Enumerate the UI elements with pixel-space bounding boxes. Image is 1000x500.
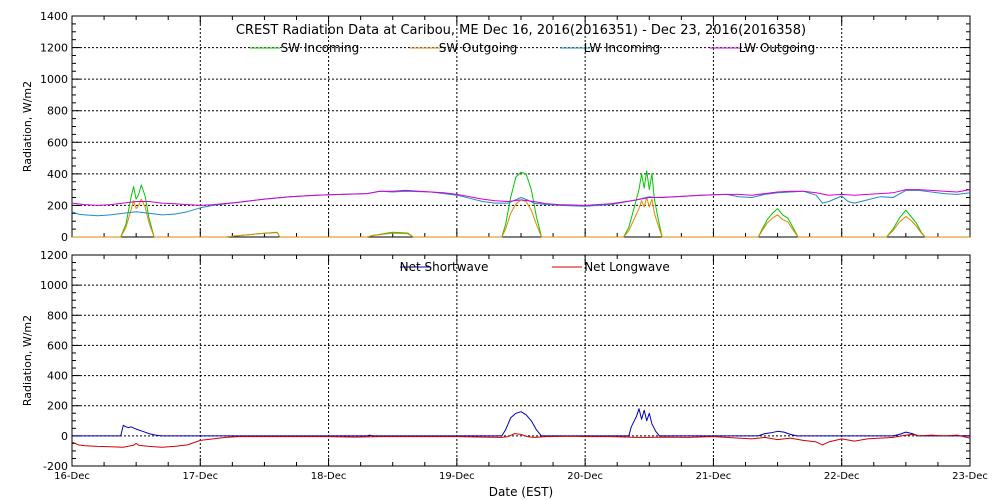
y-tick-label: 0 [61,430,68,443]
x-tick-label: 19-Dec [439,471,475,482]
series-line-sw-incoming [72,170,970,238]
y-tick-label: 0 [61,231,68,244]
y-tick-label: 200 [47,199,68,212]
series-line-lw-incoming [71,189,971,217]
x-tick-label: 20-Dec [567,471,603,482]
y-tick-label: 600 [47,136,68,149]
series-line-net-shortwave [72,408,970,437]
x-tick-label: 17-Dec [182,471,218,482]
y-tick-label: 200 [47,400,68,413]
y-tick-label: -200 [43,460,68,473]
y-tick-label: 1000 [40,279,68,292]
legend-label: LW Outgoing [739,41,816,55]
x-tick-label: 21-Dec [696,471,732,482]
legend-label: Net Longwave [584,260,670,274]
x-tick-label: 18-Dec [311,471,347,482]
plot-frame [71,15,971,238]
x-axis-label: Date (EST) [489,485,553,499]
y-tick-label: 1200 [40,249,68,262]
y-tick-label: 800 [47,309,68,322]
y-tick-label: 400 [47,168,68,181]
y-tick-label: 1400 [40,10,68,23]
y-axis-label: Radiation, W/m2 [21,315,34,406]
chart-title: CREST Radiation Data at Caribou, ME Dec … [236,23,806,38]
legend-label: SW Incoming [281,41,360,55]
bottom-panel-net-radiation: -200 0 200 400 600 800 1000 1200 Radiation, W/m2… [21,249,988,499]
y-tick-label: 800 [47,105,68,118]
x-tick-label: 16-Dec [54,471,90,482]
y-tick-label: 1200 [40,42,68,55]
series-line-sw-outgoing [72,197,970,238]
legend-label: SW Outgoing [439,41,518,55]
top-panel-radiation-components: 0 200 400 600 800 1000 1200 1400 Radiation, W/m2… [21,10,971,244]
legend-label: LW Incoming [584,41,661,55]
series-line-lw-outgoing [71,189,971,206]
series-line-net-longwave [71,433,971,448]
x-tick-label: 23-Dec [952,471,988,482]
y-tick-label: 1000 [40,73,68,86]
x-tick-label: 22-Dec [824,471,860,482]
y-axis-label: Radiation, W/m2 [21,81,34,172]
y-tick-label: 600 [47,339,68,352]
legend-label: Net Shortwave [400,260,489,274]
y-tick-label: 400 [47,370,68,383]
